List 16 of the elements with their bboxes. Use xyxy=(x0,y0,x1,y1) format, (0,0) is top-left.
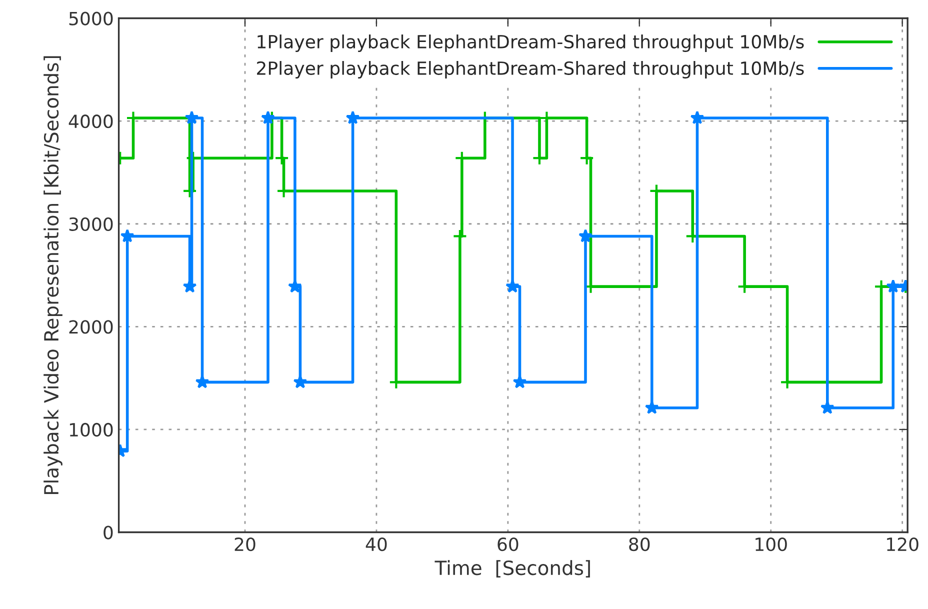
legend-label: 2Player playback ElephantDream-Shared throughput 10Mb/s xyxy=(257,61,804,78)
legend-label: 1Player playback ElephantDream-Shared throughput 10Mb/s xyxy=(258,34,804,52)
x-tick-label: 80 xyxy=(629,537,650,552)
x-tick-label: 40 xyxy=(366,537,387,552)
y-axis-title: Playback Video Represenation [Kbit/Seconds] xyxy=(44,56,62,494)
x-tick-label: 100 xyxy=(756,537,787,552)
y-tick-label: 4000 xyxy=(68,114,113,128)
x-tick-label: 60 xyxy=(498,537,518,552)
y-tick-label: 0 xyxy=(104,526,113,540)
x-tick-label: 20 xyxy=(234,537,256,552)
y-tick-label: 3000 xyxy=(69,217,113,231)
y-tick-label: 5000 xyxy=(69,12,113,26)
x-tick-label: 120 xyxy=(887,537,918,552)
y-tick-label: 1000 xyxy=(70,422,113,437)
x-axis-title: Time [Seconds] xyxy=(434,560,590,578)
y-tick-label: 2000 xyxy=(69,320,113,334)
